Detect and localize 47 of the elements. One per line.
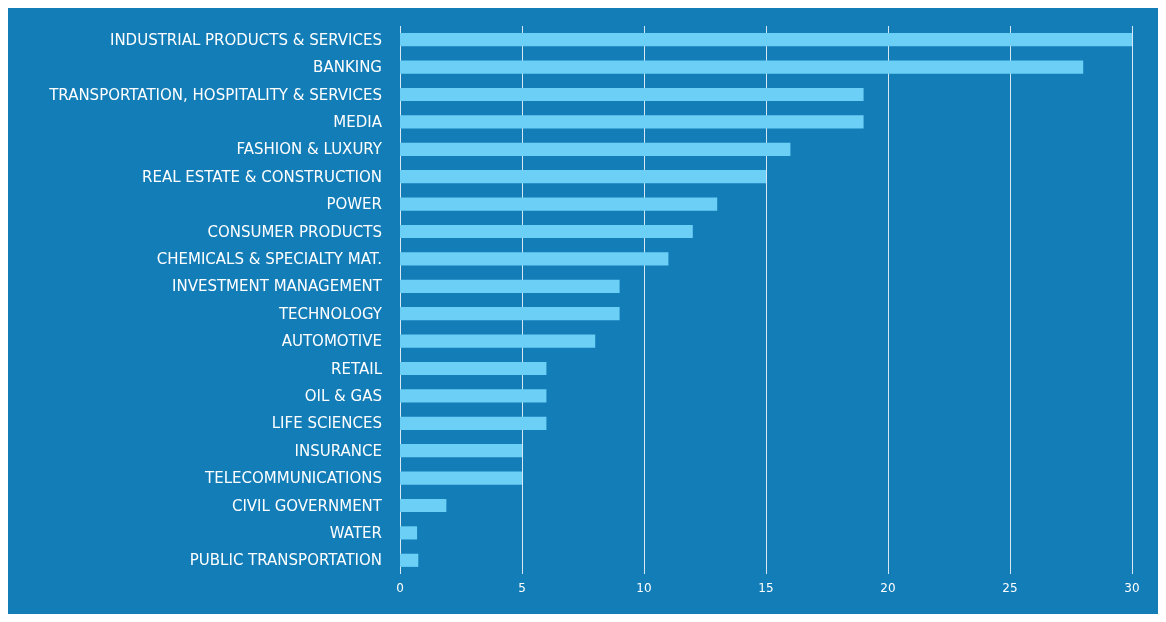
y-tick-label: TELECOMMUNICATIONS [204, 469, 382, 488]
bar [400, 389, 547, 403]
y-tick-label: CIVIL GOVERNMENT [231, 496, 383, 515]
y-tick-label: RETAIL [331, 359, 383, 378]
bar [400, 498, 447, 513]
y-tick-label: MEDIA [333, 112, 383, 131]
y-tick-label: INSURANCE [294, 441, 382, 460]
bar [400, 416, 547, 430]
bar [400, 142, 791, 156]
x-tick-label: 20 [880, 581, 896, 595]
x-tick-label: 10 [636, 581, 652, 595]
bar [400, 307, 620, 321]
bar [400, 115, 864, 129]
bar [400, 252, 669, 266]
y-tick-label: PUBLIC TRANSPORTATION [189, 551, 382, 570]
x-tick-label: 30 [1124, 581, 1140, 595]
y-tick-label: TRANSPORTATION, HOSPITALITY & SERVICES [48, 85, 382, 104]
y-tick-label: INVESTMENT MANAGEMENT [172, 277, 383, 296]
y-tick-label: POWER [326, 195, 382, 214]
bar [400, 471, 522, 485]
bar [400, 197, 718, 211]
y-tick-label: INDUSTRIAL PRODUCTS & SERVICES [109, 30, 382, 49]
x-tick-label: 25 [1002, 581, 1018, 595]
x-tick-label: 15 [758, 581, 774, 595]
y-tick-label: AUTOMOTIVE [281, 332, 382, 351]
y-tick-label: BANKING [313, 58, 382, 77]
bar [400, 334, 596, 348]
y-tick-label: CHEMICALS & SPECIALTY MAT. [156, 249, 382, 268]
bar [400, 170, 766, 184]
bar [400, 279, 620, 293]
y-tick-label: FASHION & LUXURY [236, 140, 383, 159]
bar [400, 444, 522, 458]
bar [400, 553, 419, 567]
x-tick-label: 5 [518, 581, 526, 595]
bar [400, 87, 864, 102]
bar [400, 33, 1132, 47]
y-tick-label: CONSUMER PRODUCTS [207, 222, 382, 241]
x-tick-label: 0 [396, 581, 404, 595]
bar [400, 526, 418, 540]
bar [400, 60, 1084, 74]
bar [400, 224, 693, 239]
y-tick-label: REAL ESTATE & CONSTRUCTION [142, 167, 382, 186]
bar [400, 361, 547, 376]
y-tick-label: OIL & GAS [304, 386, 382, 405]
y-tick-label: LIFE SCIENCES [271, 414, 382, 433]
y-tick-label: WATER [329, 523, 382, 542]
y-tick-label: TECHNOLOGY [277, 304, 383, 323]
